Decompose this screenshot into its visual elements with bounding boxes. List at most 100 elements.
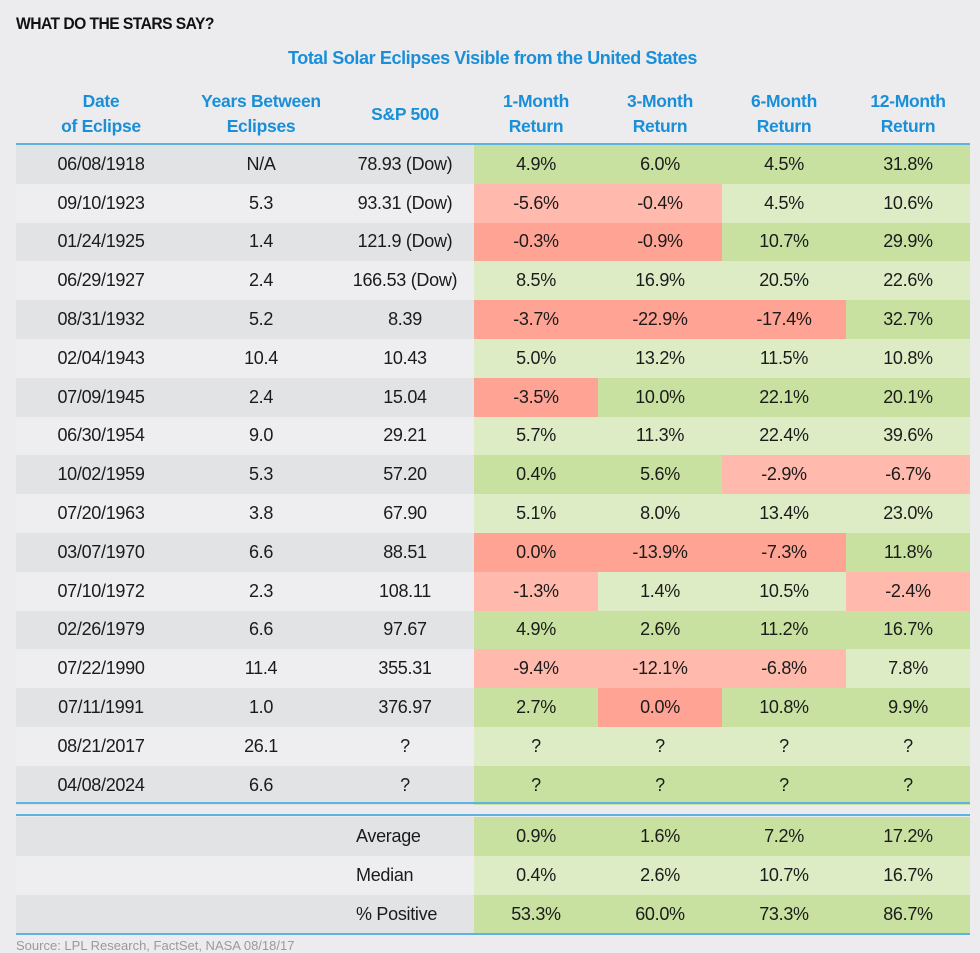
table-row: 07/22/1990 11.4 355.31 -9.4% -12.1% -6.8% 7.8%	[16, 649, 970, 689]
eclipse-date: 07/22/1990	[57, 658, 145, 679]
header-3-month-return: 3-Month Return	[627, 91, 693, 136]
eclipse-date: 07/11/1991	[58, 697, 144, 718]
return-1-month: -9.4%	[474, 649, 598, 689]
return-6-month: 11.5%	[722, 338, 846, 378]
table-row: 01/24/1925 1.4 121.9 (Dow) -0.3% -0.9% 10.7% 2…	[16, 222, 970, 262]
summary-12-month: 17.2%	[846, 817, 970, 856]
return-1-month: -1.3%	[474, 571, 598, 611]
return-6-month: ?	[722, 765, 846, 805]
return-6-month: 4.5%	[722, 183, 846, 223]
years-between: 2.4	[248, 270, 274, 291]
return-3-month: 1.4%	[598, 571, 722, 611]
sp500-value: 57.20	[383, 464, 427, 485]
return-3-month: 16.9%	[598, 261, 722, 301]
page-heading: WHAT DO THE STARS SAY?	[16, 14, 214, 33]
return-6-month: 13.4%	[722, 494, 846, 533]
summary-6-month: 7.2%	[722, 817, 846, 856]
years-between: 26.1	[244, 735, 278, 756]
table-title: Total Solar Eclipses Visible from the Un…	[287, 48, 698, 68]
return-12-month: -2.4%	[846, 571, 970, 611]
eclipse-date: 07/10/1972	[57, 580, 145, 601]
summary-6-month: 10.7%	[722, 856, 846, 895]
return-3-month: 6.0%	[598, 145, 722, 184]
eclipse-date: 09/10/1923	[57, 192, 145, 213]
return-1-month: 5.0%	[474, 338, 598, 378]
return-12-month: 31.8%	[846, 145, 970, 184]
header-years-between: Years Between Eclipses	[201, 91, 321, 136]
return-12-month: 29.9%	[846, 222, 970, 262]
table-row: 04/08/2024 6.6?????	[16, 765, 970, 805]
return-3-month: -13.9%	[598, 532, 722, 572]
summary-row: Median 0.4% 2.6% 10.7% 16.7%	[16, 856, 970, 895]
return-3-month: ?	[598, 765, 722, 805]
header-12-month-return: 12-Month Return	[870, 91, 946, 136]
return-6-month: 10.5%	[722, 571, 846, 611]
years-between: 11.4	[244, 658, 278, 679]
sp500-value: 67.90	[383, 503, 427, 524]
return-6-month: 22.4%	[722, 416, 846, 456]
sp500-value: 355.31	[378, 658, 432, 679]
return-1-month: 2.7%	[474, 688, 598, 727]
return-1-month: 0.4%	[474, 455, 598, 495]
summary-row: Average 0.9% 1.6% 7.2% 17.2%	[16, 817, 970, 856]
summary-table: Average 0.9% 1.6% 7.2% 17.2% Median 0.4% 2.6% 10…	[16, 817, 970, 934]
return-3-month: 0.0%	[598, 688, 722, 727]
return-1-month: -0.3%	[474, 222, 598, 262]
sp500-value: ?	[400, 735, 410, 756]
sp500-value: 15.04	[383, 386, 427, 407]
summary-3-month: 2.6%	[598, 856, 722, 895]
return-12-month: ?	[846, 765, 970, 805]
return-12-month: 10.6%	[846, 183, 970, 223]
years-between: 9.0	[248, 425, 274, 446]
eclipse-date: 08/31/1932	[57, 309, 145, 330]
eclipse-date: 07/09/1945	[57, 386, 145, 407]
return-3-month: 10.0%	[598, 377, 722, 417]
return-6-month: -2.9%	[722, 455, 846, 495]
return-3-month: 11.3%	[598, 416, 722, 456]
summary-1-month: 53.3%	[474, 895, 598, 934]
header-1-month-return: 1-Month Return	[503, 91, 569, 136]
sp500-value: 29.21	[383, 425, 427, 446]
summary-label: Average	[356, 826, 421, 846]
sp500-value: ?	[400, 774, 410, 795]
return-1-month: 5.7%	[474, 416, 598, 456]
years-between: 2.4	[248, 386, 274, 407]
table-bottom-divider	[16, 802, 970, 804]
years-between: 3.8	[248, 503, 274, 524]
table-row: 08/21/2017 26.1?????	[16, 726, 970, 766]
header-date: Date of Eclipse	[61, 91, 141, 136]
return-6-month: 10.7%	[722, 222, 846, 262]
summary-label-cell: Average	[16, 817, 474, 856]
header-sp500: S&P 500	[371, 103, 439, 124]
table-row: 07/10/1972 2.3 108.11 -1.3% 1.4% 10.5% -2.4%	[16, 571, 970, 611]
return-6-month: 10.8%	[722, 688, 846, 727]
years-between: 1.0	[248, 697, 274, 718]
table-row: 07/11/1991 1.0 376.97 2.7% 0.0% 10.8% 9.9%	[16, 688, 970, 727]
return-1-month: 4.9%	[474, 610, 598, 650]
summary-label-cell: % Positive	[16, 895, 474, 934]
table-header: Date of Eclipse Years Between Eclipses S&P…	[16, 86, 970, 142]
summary-3-month: 1.6%	[598, 817, 722, 856]
source-note: Source: LPL Research, FactSet, NASA 08/1…	[16, 938, 295, 953]
table-row: 07/20/1963 3.8 67.90 5.1% 8.0% 13.4% 23.0%	[16, 494, 970, 533]
return-1-month: ?	[474, 765, 598, 805]
return-1-month: -5.6%	[474, 183, 598, 223]
table-body: 06/08/1918 N/A 78.93 (Dow) 4.9% 6.0% 4.5% 31.8…	[16, 145, 970, 805]
eclipse-date: 02/04/1943	[57, 347, 145, 368]
return-6-month: -17.4%	[722, 300, 846, 339]
years-between: 5.3	[248, 464, 274, 485]
summary-3-month: 60.0%	[598, 895, 722, 934]
return-12-month: 20.1%	[846, 377, 970, 417]
return-12-month: 32.7%	[846, 300, 970, 339]
summary-row: % Positive 53.3% 60.0% 73.3% 86.7%	[16, 895, 970, 934]
years-between: 6.6	[248, 774, 274, 795]
sp500-value: 10.43	[383, 347, 427, 368]
return-6-month: 22.1%	[722, 377, 846, 417]
return-12-month: 23.0%	[846, 494, 970, 533]
return-3-month: 2.6%	[598, 610, 722, 650]
return-1-month: 0.0%	[474, 532, 598, 572]
years-between: 6.6	[248, 619, 274, 640]
years-between: 10.4	[244, 347, 278, 368]
eclipse-date: 06/08/1918	[57, 153, 145, 174]
return-3-month: ?	[598, 726, 722, 766]
